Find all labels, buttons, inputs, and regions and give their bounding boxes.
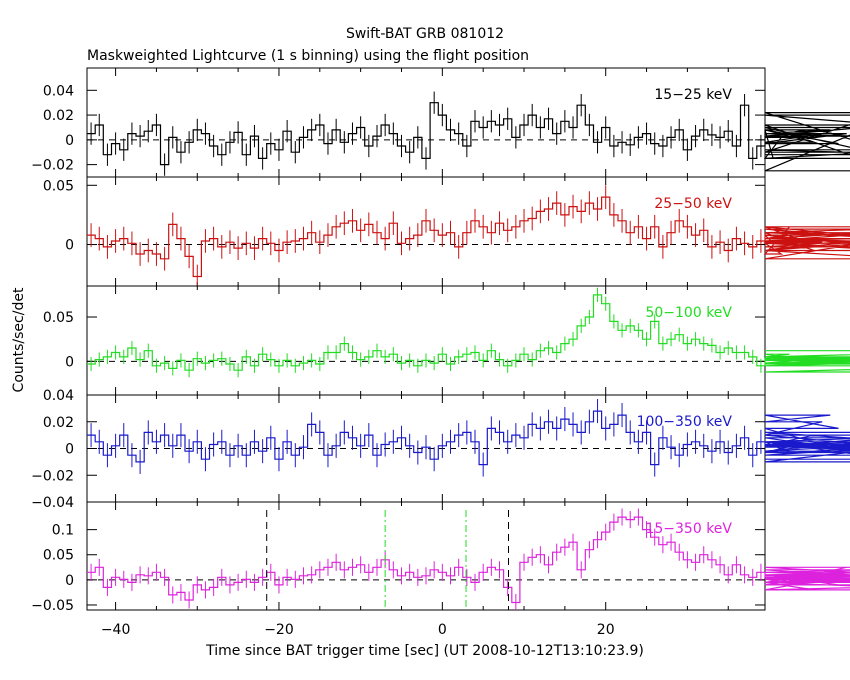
panel-frame (86, 501, 766, 611)
series-line (87, 516, 850, 604)
panel-3: 0 0.05 50−100 keV (43, 285, 850, 396)
series-line (87, 410, 850, 466)
x-tick-label: 20 (597, 622, 615, 638)
series-line (87, 102, 850, 172)
y-tick-label: 0 (65, 354, 74, 370)
x-axis-label: Time since BAT trigger time [sec] (UT 20… (205, 643, 644, 659)
y-tick-label: 0.02 (43, 415, 74, 431)
x-tick-label: −40 (101, 622, 131, 638)
y-tick-label: 0.05 (43, 548, 74, 564)
band-label: 15−25 keV (654, 87, 732, 103)
y-tick-label: 0.05 (43, 178, 74, 194)
series-line (87, 196, 850, 278)
y-tick-label: 0.04 (43, 83, 74, 99)
y-tick-label: 0 (65, 238, 74, 254)
y-tick-label: 0 (65, 573, 74, 589)
panel-1: −0.02 0 0.02 0.04 15−25 keV (31, 67, 850, 178)
band-label: 50−100 keV (645, 305, 732, 321)
y-tick-label: −0.02 (31, 468, 74, 484)
chart-title: Swift-BAT GRB 081012 (346, 26, 504, 42)
y-tick-label: 0.04 (43, 388, 74, 404)
band-label: 25−50 keV (654, 196, 732, 212)
panel-4: −0.04 −0.02 0 0.02 0.04 100−350 keV (31, 388, 850, 511)
panel-group: −0.02 0 0.02 0.04 15−25 keV 0 0.05 25−50 keV 0 0.… (31, 67, 850, 638)
series-line (87, 294, 850, 373)
y-tick-label: 0 (65, 442, 74, 458)
y-tick-label: 0.05 (43, 310, 74, 326)
band-label: 100−350 keV (637, 414, 733, 430)
y-tick-label: 0 (65, 133, 74, 149)
x-tick-label: 0 (438, 622, 447, 638)
y-tick-label: −0.02 (31, 158, 74, 174)
y-tick-label: 0.1 (52, 523, 74, 539)
y-tick-label: 0.02 (43, 108, 74, 124)
panel-2: 0 0.05 25−50 keV (43, 176, 850, 287)
x-tick-label: −20 (264, 622, 294, 638)
band-label: 15−350 keV (645, 521, 732, 537)
y-tick-label: −0.04 (31, 495, 74, 511)
chart-subtitle: Maskweighted Lightcurve (1 s binning) us… (87, 48, 529, 64)
y-axis-label: Counts/sec/det (11, 287, 27, 392)
y-tick-label: −0.05 (31, 598, 74, 614)
panel-5: −0.05 0 0.05 0.1 15−350 keV (31, 501, 850, 614)
